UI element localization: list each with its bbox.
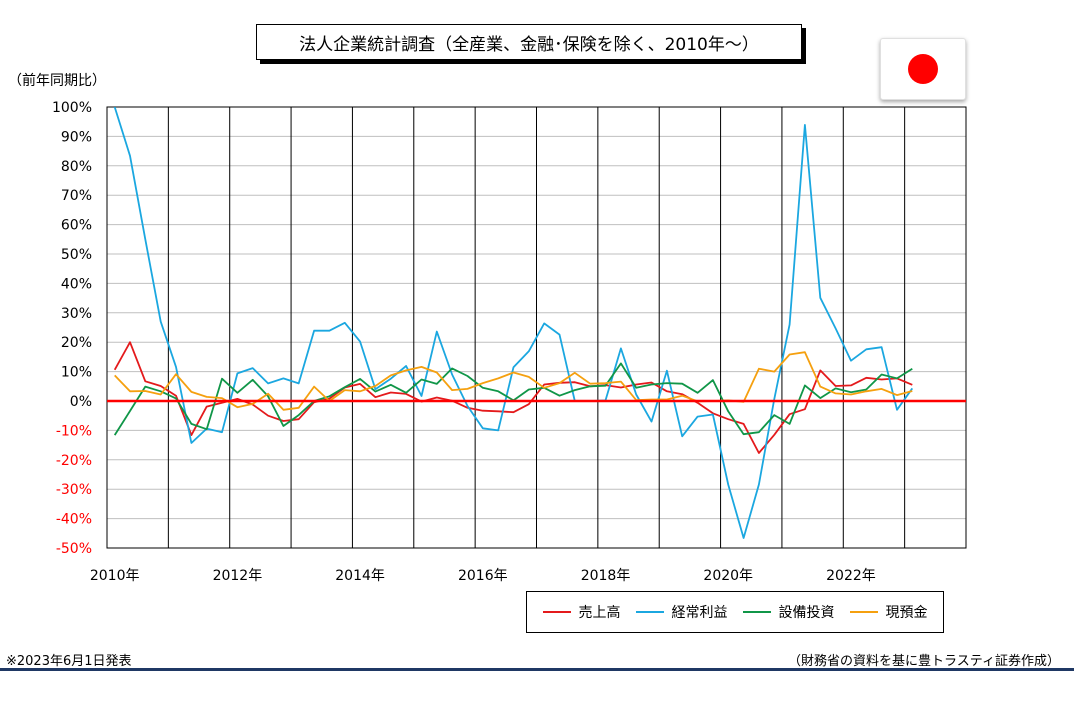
legend-label-ordinary-profit: 経常利益 — [671, 605, 728, 621]
x-axis-ticks: 2010年 2012年 2014年 2016年 2018年 2020年 2022年 — [90, 568, 876, 584]
bottom-rule — [0, 668, 1074, 671]
y-tick-label: -30% — [56, 482, 92, 498]
legend-label-cash: 現預金 — [885, 605, 928, 621]
y-tick-label: 0% — [70, 394, 92, 410]
y-tick-label: 30% — [61, 306, 92, 322]
legend-item-ordinary-profit: 経常利益 — [635, 602, 728, 622]
legend-swatch-ordinary-profit — [635, 611, 664, 613]
x-tick-label: 2014年 — [335, 568, 385, 584]
series-line-cash — [114, 351, 913, 411]
y-tick-label: 20% — [61, 335, 92, 351]
legend-label-sales: 売上高 — [578, 605, 621, 621]
japan-flag-icon — [908, 54, 938, 84]
x-tick-label: 2018年 — [581, 568, 631, 584]
y-tick-label: 90% — [61, 129, 92, 145]
legend-item-sales: 売上高 — [542, 602, 621, 622]
y-tick-label: -10% — [56, 423, 92, 439]
x-tick-label: 2012年 — [213, 568, 263, 584]
series-line-sales — [113, 341, 913, 454]
legend-swatch-capex — [742, 611, 771, 613]
series-line-ordinary-profit — [113, 107, 914, 539]
x-tick-label: 2010年 — [90, 568, 140, 584]
y-axis-label: （前年同期比） — [8, 72, 106, 89]
x-tick-label: 2016年 — [458, 568, 508, 584]
y-axis-ticks: 100% 90% 80% 70% 60% 50% 40% 30% 20% 10% 0% -10% -20… — [52, 100, 92, 557]
y-tick-label: 70% — [61, 188, 92, 204]
y-tick-label: 100% — [52, 100, 92, 116]
y-tick-label: 80% — [61, 159, 92, 175]
chart-title: 法人企業統計調査（全産業、金融･保険を除く、2010年～） — [256, 24, 802, 60]
legend-item-capex: 設備投資 — [742, 602, 835, 622]
legend-swatch-sales — [542, 611, 571, 613]
y-tick-label: -20% — [56, 453, 92, 469]
source-note: （財務省の資料を基に豊トラスティ証券作成） — [788, 654, 1060, 669]
legend-label-capex: 設備投資 — [778, 605, 835, 621]
x-tick-label: 2020年 — [703, 568, 753, 584]
release-date-note: ※2023年6月1日発表 — [6, 654, 132, 669]
y-tick-label: -40% — [56, 512, 92, 528]
japan-flag-card — [880, 38, 966, 100]
legend: 売上高 経常利益 設備投資 現預金 — [526, 591, 944, 633]
series-lines — [113, 107, 914, 539]
y-tick-label: 10% — [61, 365, 92, 381]
year-dividers — [167, 107, 906, 548]
y-tick-label: 50% — [61, 247, 92, 263]
x-tick-label: 2022年 — [826, 568, 876, 584]
y-tick-label: 60% — [61, 218, 92, 234]
legend-item-cash: 現預金 — [849, 602, 928, 622]
y-tick-label: -50% — [56, 541, 92, 557]
legend-swatch-cash — [849, 611, 878, 613]
y-tick-label: 40% — [61, 276, 92, 292]
